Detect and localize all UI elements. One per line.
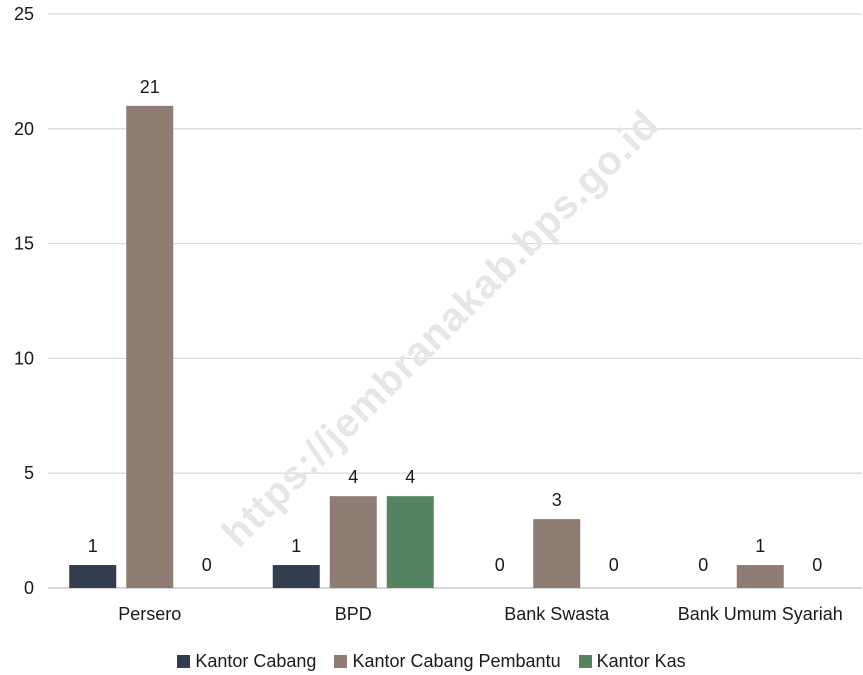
bar-kantor-cabang-pembantu — [126, 105, 174, 588]
data-label: 0 — [698, 555, 708, 575]
legend-item: Kantor Kas — [578, 650, 686, 672]
data-labels: 1 21 0 1 4 4 0 3 0 0 1 0 — [88, 77, 823, 575]
legend-label: Kantor Kas — [596, 650, 686, 671]
y-tick-label: 20 — [14, 119, 34, 139]
legend-swatch — [334, 654, 348, 668]
category-label: Bank Swasta — [504, 604, 610, 624]
y-tick-label: 25 — [14, 4, 34, 24]
bar-kantor-cabang-pembantu — [736, 565, 784, 588]
bar-kantor-cabang — [272, 565, 320, 588]
category-label: Bank Umum Syariah — [678, 604, 843, 624]
category-labels: Persero BPD Bank Swasta Bank Umum Syariah — [118, 604, 843, 624]
legend-item: Kantor Cabang — [177, 651, 316, 672]
data-label: 1 — [291, 536, 301, 556]
legend-label: Kantor Cabang — [195, 650, 317, 671]
legend-item: Kantor Cabang Pembantu — [334, 650, 561, 672]
data-label: 0 — [202, 555, 212, 575]
legend-swatch — [578, 654, 592, 668]
watermark-text: https://jembranakab.bps.go.id — [214, 102, 668, 556]
bar-kantor-kas — [386, 496, 434, 588]
bars — [69, 105, 784, 588]
category-label: Persero — [118, 604, 181, 624]
legend: Kantor Cabang Kantor Cabang Pembantu Kanto… — [0, 647, 863, 675]
data-label: 3 — [552, 490, 562, 510]
data-label: 0 — [495, 555, 505, 575]
y-tick-label: 10 — [14, 348, 34, 368]
category-label: BPD — [335, 604, 372, 624]
bar-kantor-cabang — [69, 565, 117, 588]
gridlines — [48, 13, 862, 589]
bar-kantor-cabang-pembantu — [329, 496, 377, 588]
y-tick-label: 0 — [24, 578, 34, 598]
bar-kantor-cabang-pembantu — [533, 519, 581, 588]
y-tick-label: 5 — [24, 463, 34, 483]
data-label: 1 — [755, 536, 765, 556]
data-label: 4 — [348, 467, 358, 487]
data-label: 21 — [140, 77, 160, 97]
data-label: 0 — [812, 555, 822, 575]
data-label: 1 — [88, 536, 98, 556]
data-label: 4 — [405, 467, 415, 487]
legend-label: Kantor Cabang Pembantu — [352, 650, 561, 671]
y-axis-ticks: 0 5 10 15 20 25 — [14, 4, 34, 598]
legend-swatch — [177, 654, 191, 668]
data-label: 0 — [609, 555, 619, 575]
y-tick-label: 15 — [14, 234, 34, 254]
